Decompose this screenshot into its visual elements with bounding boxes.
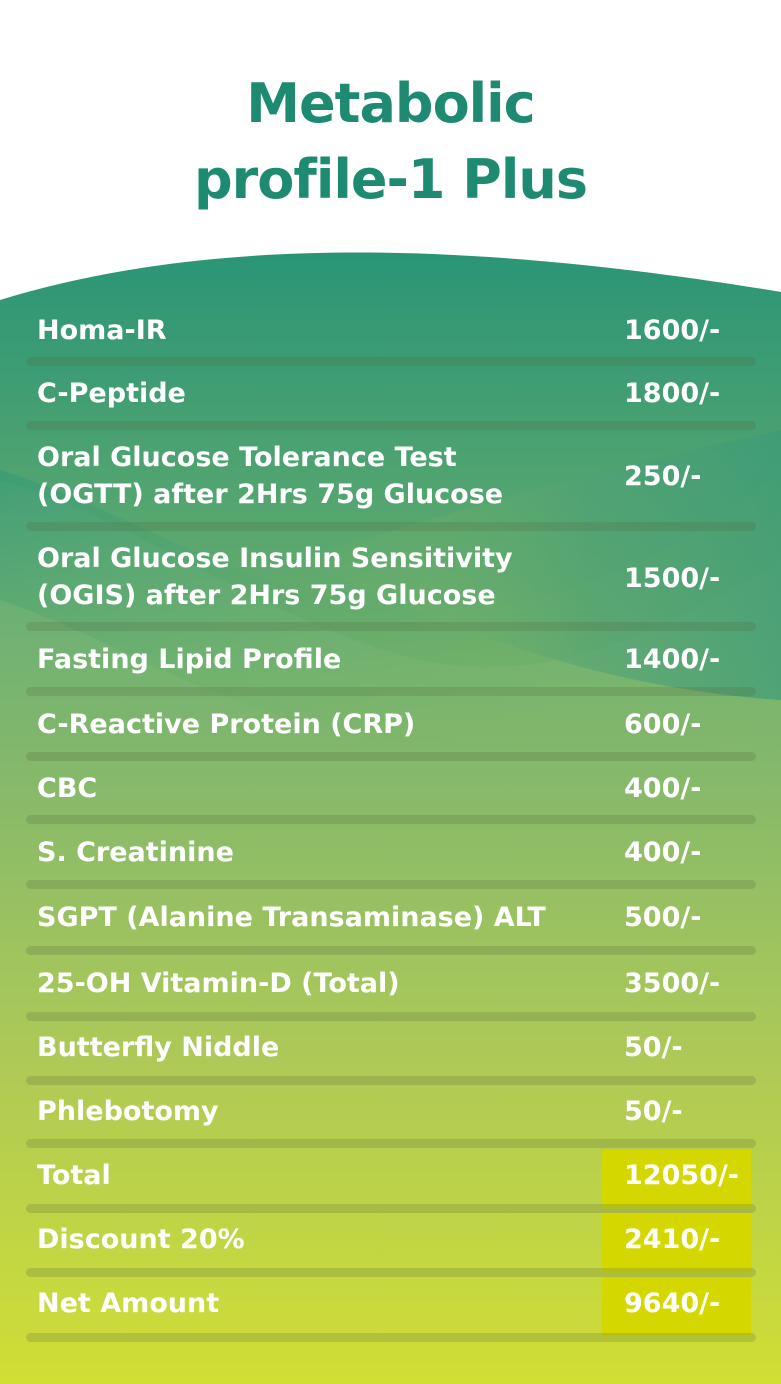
test-price: 1400/- [624, 644, 721, 675]
test-name-line-2: (OGIS) after 2Hrs 75g Glucose [37, 580, 496, 611]
row-divider [26, 522, 756, 531]
row-divider [26, 687, 756, 696]
test-price: 400/- [624, 837, 702, 868]
test-price: 1800/- [624, 378, 721, 409]
discount-highlight [602, 1213, 751, 1271]
row-divider [26, 752, 756, 761]
total-price: 12050/- [624, 1160, 740, 1191]
test-price: 400/- [624, 773, 702, 804]
test-name: Oral Glucose Tolerance Test [37, 442, 457, 473]
test-name: C-Reactive Protein (CRP) [37, 709, 416, 740]
title-line-1: Metabolic [246, 72, 535, 135]
page-title: Metabolic profile-1 Plus [0, 66, 781, 218]
test-name: Homa-IR [37, 315, 167, 346]
row-divider [26, 357, 756, 366]
test-price: 50/- [624, 1096, 683, 1127]
row-divider [26, 421, 756, 430]
test-price: 50/- [624, 1032, 683, 1063]
test-price: 600/- [624, 709, 702, 740]
test-price: 1600/- [624, 315, 721, 346]
net-amount-price: 9640/- [624, 1288, 721, 1319]
test-name: SGPT (Alanine Transaminase) ALT [37, 902, 546, 933]
discount-label: Discount 20% [37, 1224, 245, 1255]
title-line-2: profile-1 Plus [194, 148, 588, 211]
total-label: Total [37, 1160, 111, 1191]
row-divider [26, 880, 756, 889]
test-price: 250/- [624, 461, 702, 492]
row-divider [26, 1268, 756, 1277]
test-name: Fasting Lipid Profile [37, 644, 342, 675]
row-divider [26, 622, 756, 631]
test-name: CBC [37, 773, 98, 804]
total-highlight [602, 1150, 751, 1208]
row-divider [26, 1333, 756, 1342]
test-name: Phlebotomy [37, 1096, 219, 1127]
row-divider [26, 1012, 756, 1021]
test-name: 25-OH Vitamin-D (Total) [37, 968, 400, 999]
row-divider [26, 1076, 756, 1085]
net-amount-highlight [602, 1277, 751, 1335]
row-divider [26, 815, 756, 824]
test-price: 1500/- [624, 563, 721, 594]
discount-price: 2410/- [624, 1224, 721, 1255]
row-divider [26, 1139, 756, 1148]
net-amount-label: Net Amount [37, 1288, 220, 1319]
test-name: S. Creatinine [37, 837, 234, 868]
test-price: 500/- [624, 902, 702, 933]
test-price: 3500/- [624, 968, 721, 999]
row-divider [26, 1204, 756, 1213]
row-divider [26, 946, 756, 955]
test-name: Oral Glucose Insulin Sensitivity [37, 543, 513, 574]
test-name-line-2: (OGTT) after 2Hrs 75g Glucose [37, 479, 504, 510]
test-name: Butterfly Niddle [37, 1032, 280, 1063]
test-name: C-Peptide [37, 378, 186, 409]
